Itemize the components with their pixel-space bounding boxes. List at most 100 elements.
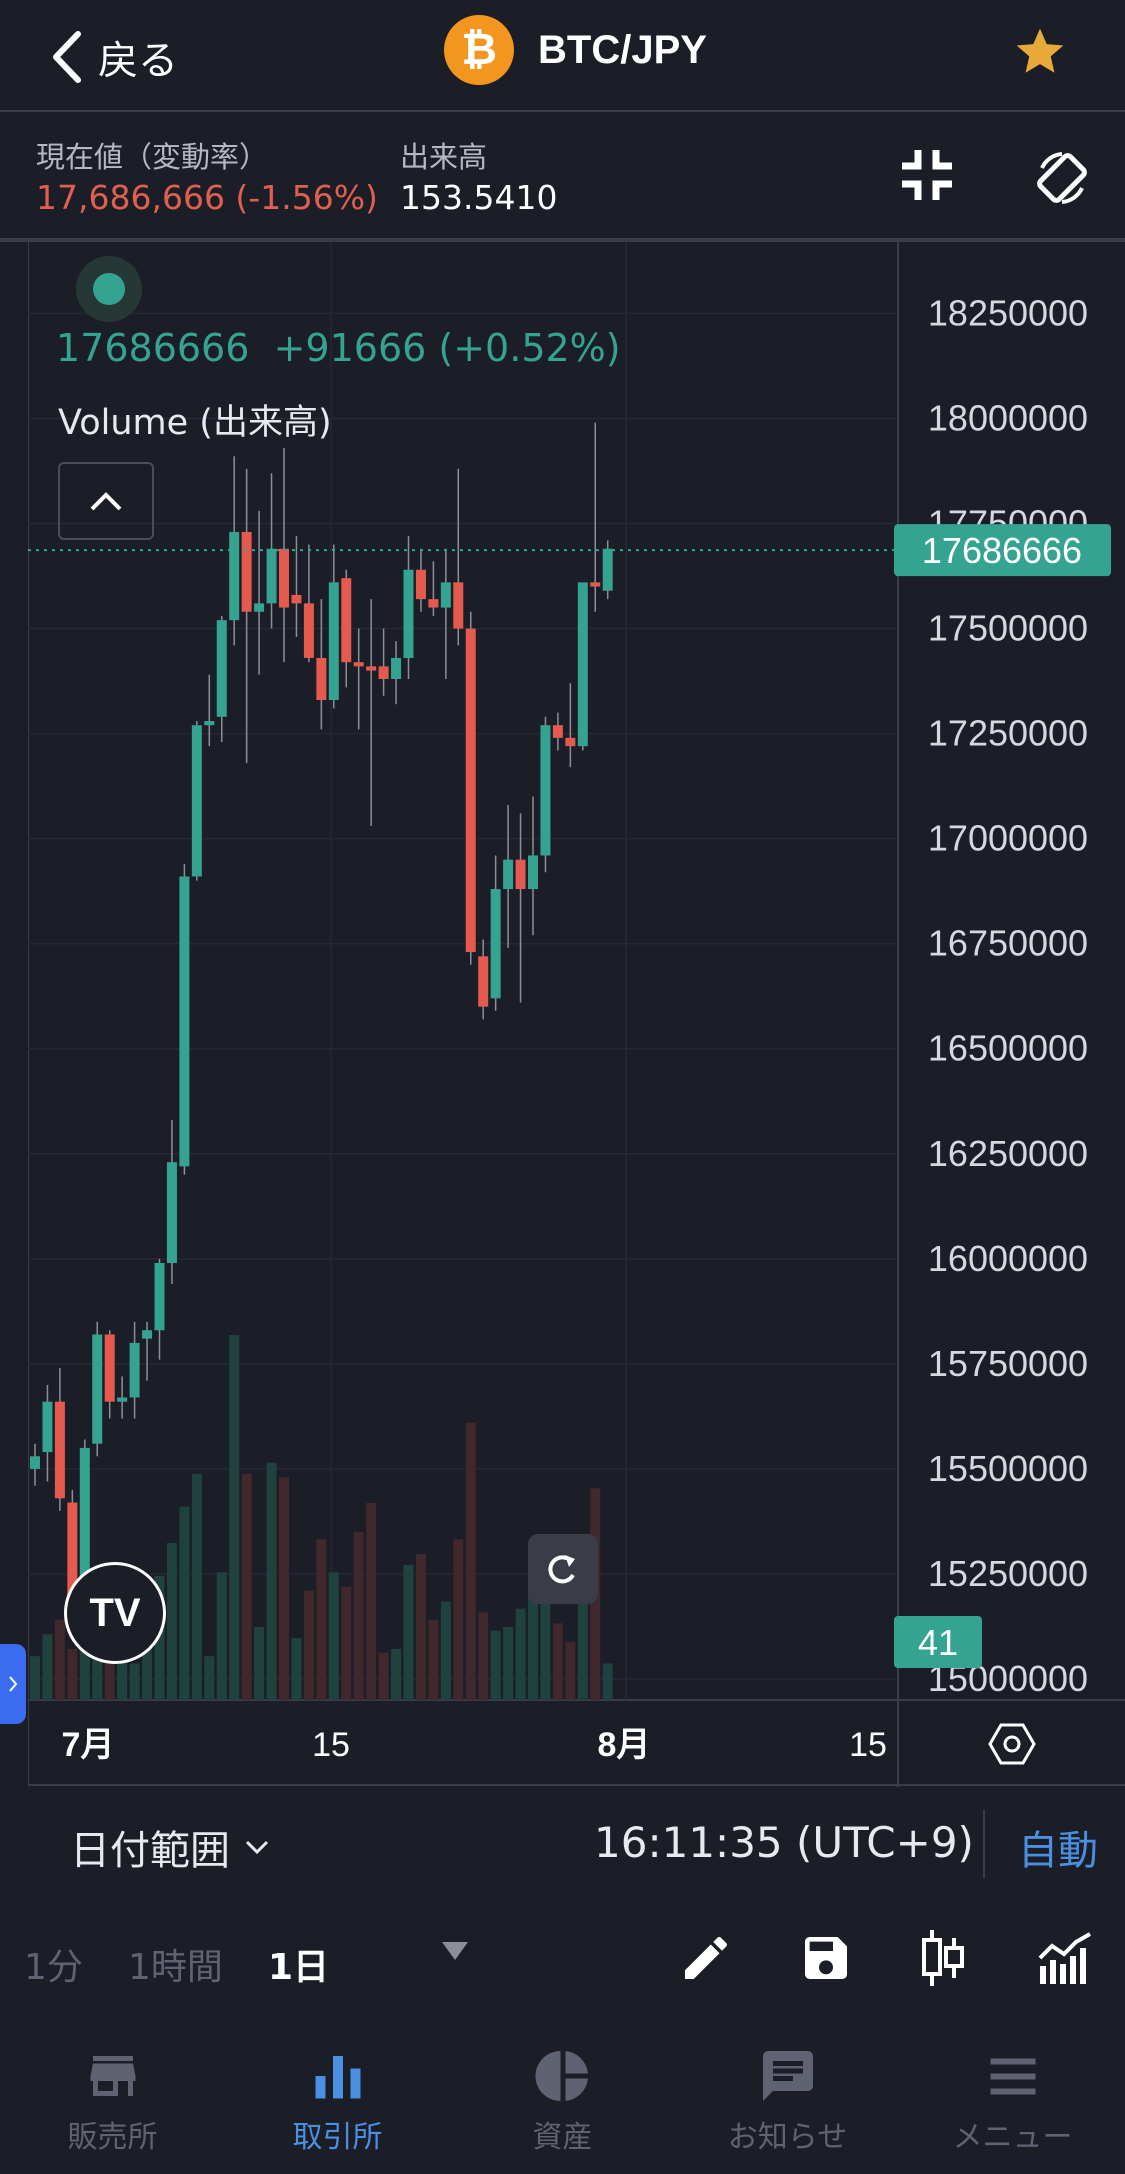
candle-body xyxy=(303,603,314,658)
x-tick-label: 15 xyxy=(312,1726,350,1764)
current-volume-badge xyxy=(894,1616,982,1668)
candle-body xyxy=(415,569,426,600)
candle-body xyxy=(67,1502,78,1604)
candle-body xyxy=(291,594,302,604)
volume-bar xyxy=(478,1612,489,1700)
candle-body xyxy=(92,1334,103,1444)
volume-bar xyxy=(241,1473,252,1700)
tab-exchange[interactable]: 取引所 xyxy=(225,2020,450,2174)
candle-body xyxy=(216,620,227,717)
current-volume-label: 41 xyxy=(918,1622,958,1663)
y-tick-label: 17500000 xyxy=(928,608,1088,649)
volume-bar xyxy=(378,1652,389,1700)
candle-body xyxy=(428,599,439,608)
reset-chart-button[interactable] xyxy=(528,1534,598,1604)
candle-body xyxy=(279,548,289,608)
candle-body xyxy=(30,1456,40,1469)
candle-body xyxy=(453,582,464,629)
price-chart[interactable]: 18250000 18000000 17750000 17500000 17250000… xyxy=(28,242,1125,1787)
candle-body xyxy=(565,737,576,747)
indicators-icon[interactable] xyxy=(1036,1930,1094,1986)
collapse-legend-button[interactable] xyxy=(58,462,154,540)
y-tick-label: 16250000 xyxy=(928,1133,1088,1174)
y-tick-label: 18250000 xyxy=(928,292,1088,333)
volume-bar xyxy=(279,1477,289,1700)
candle-body xyxy=(42,1401,53,1453)
candlestick-chart[interactable]: 1825000018000000177500001750000017250000… xyxy=(28,242,1125,1787)
candle-body xyxy=(117,1397,128,1402)
volume-bar xyxy=(577,1586,588,1700)
candle-body xyxy=(528,855,538,890)
volume-bar xyxy=(42,1634,53,1700)
candle-body xyxy=(54,1401,65,1499)
timeframe-dropdown-icon[interactable] xyxy=(440,1940,470,1962)
volume-bar xyxy=(216,1572,227,1700)
tab-assets[interactable]: 資産 xyxy=(450,2020,675,2174)
candle-body xyxy=(478,956,489,1007)
volume-bar xyxy=(54,1619,65,1700)
volume-bar xyxy=(254,1627,265,1700)
volume-bar xyxy=(353,1532,364,1700)
collapse-icon[interactable] xyxy=(898,146,956,208)
x-tick-label: 7月 xyxy=(62,1726,115,1764)
chevron-right-icon xyxy=(9,1676,18,1692)
save-icon[interactable] xyxy=(798,1930,854,1986)
chevron-down-icon xyxy=(245,1840,269,1855)
divider xyxy=(983,1810,985,1878)
candle-body xyxy=(490,889,501,999)
message-icon xyxy=(762,2051,813,2101)
reset-icon xyxy=(548,1555,575,1584)
candle-body xyxy=(154,1263,165,1331)
settings-icon[interactable] xyxy=(988,1723,1036,1765)
tab-label: 販売所 xyxy=(67,2120,158,2155)
candle-body xyxy=(129,1342,140,1398)
date-range-selector[interactable]: 日付範囲 xyxy=(70,1818,270,1876)
favorite-star-icon[interactable] xyxy=(1012,24,1068,84)
tab-shop[interactable]: 販売所 xyxy=(0,2020,225,2174)
volume-indicator-label: Volume (出来高) xyxy=(58,403,332,443)
rotate-screen-icon[interactable] xyxy=(1032,148,1092,212)
timeframe-1d[interactable]: 1日 xyxy=(268,1947,330,1988)
bitcoin-icon: ₿ xyxy=(444,15,514,85)
tradingview-logo-icon[interactable]: TV xyxy=(64,1562,166,1664)
candle-body xyxy=(403,569,414,658)
volume-bar xyxy=(142,1641,153,1700)
volume-bar xyxy=(129,1663,140,1700)
volume-bar xyxy=(453,1539,464,1700)
pencil-icon[interactable] xyxy=(678,1930,734,1986)
volume-bar xyxy=(515,1608,526,1700)
candle-body xyxy=(552,725,563,738)
y-tick-label: 15250000 xyxy=(928,1553,1088,1594)
y-tick-label: 16000000 xyxy=(928,1238,1088,1279)
back-button[interactable]: 戻る xyxy=(50,22,178,92)
timeframe-1m[interactable]: 1分 xyxy=(24,1947,83,1988)
volume-bar xyxy=(428,1619,439,1700)
candle-body xyxy=(241,531,252,612)
time-display[interactable]: 16:11:35 (UTC+9) xyxy=(594,1818,974,1867)
legend-change: +91666 (+0.52%) xyxy=(273,326,621,370)
y-tick-label: 15750000 xyxy=(928,1343,1088,1384)
side-drawer-handle[interactable] xyxy=(0,1644,26,1724)
candle-body xyxy=(515,859,526,890)
stats-bar: 現在値（変動率） 17,686,666 (-1.56%) 出来高 153.541… xyxy=(0,112,1125,242)
pair-name: BTC/JPY xyxy=(538,27,707,72)
candle-body xyxy=(266,548,277,604)
candle-body xyxy=(465,628,476,953)
bar-chart-icon xyxy=(315,2056,360,2099)
candle-body xyxy=(602,548,613,591)
volume-bar xyxy=(440,1601,451,1700)
volume-bar xyxy=(291,1637,302,1700)
candle-body xyxy=(378,666,389,679)
volume-bar xyxy=(316,1539,327,1700)
settings-center xyxy=(1003,1735,1021,1753)
live-indicator-icon xyxy=(76,256,142,322)
chevron-left-icon xyxy=(53,31,81,83)
back-label: 戻る xyxy=(98,38,178,84)
candle-body xyxy=(577,582,588,747)
auto-scale-button[interactable]: 自動 xyxy=(1018,1828,1098,1874)
tab-menu[interactable]: メニュー xyxy=(900,2020,1125,2174)
tab-news[interactable]: お知らせ xyxy=(675,2020,900,2174)
volume-bar xyxy=(266,1462,277,1700)
timeframe-1h[interactable]: 1時間 xyxy=(128,1947,223,1988)
candlestick-icon[interactable] xyxy=(918,1926,966,1990)
